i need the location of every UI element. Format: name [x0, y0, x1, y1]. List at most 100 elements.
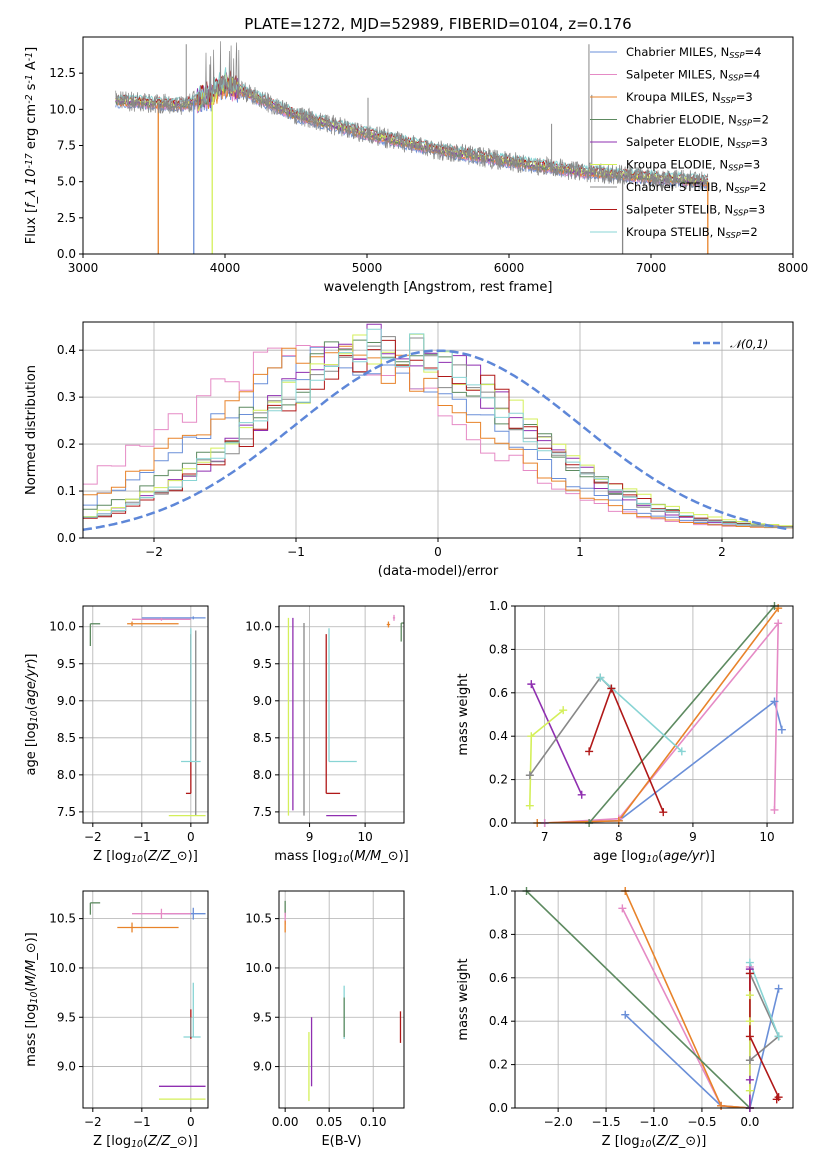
y-tick-label: 10.0: [49, 102, 76, 116]
x-tick-label: 9: [306, 830, 314, 844]
y-tick-label: 9.5: [253, 1010, 272, 1024]
data-point: [185, 634, 192, 795]
y-tick-label: 7.5: [57, 805, 76, 819]
weight-marker: [618, 904, 627, 913]
y-tick-label: 0.8: [489, 927, 508, 941]
weight-marker: [774, 984, 783, 993]
figure-title: PLATE=1272, MJD=52989, FIBERID=0104, z=0…: [244, 15, 631, 33]
x-tick-label: 4000: [210, 261, 241, 275]
weight-marker: [777, 725, 786, 734]
weight-marker: [772, 1095, 781, 1104]
y-tick-label: 0.0: [489, 1101, 508, 1115]
y-tick-label: 1.0: [489, 884, 508, 898]
weight-marker: [525, 801, 534, 810]
legend-label: 𝒩(0,1): [730, 337, 768, 351]
weight-marker: [559, 706, 568, 715]
plot-area-Z-weight: [525, 891, 780, 1108]
axes-frame: [278, 890, 405, 1109]
legend-label: Chabrier ELODIE, NSSP=2: [626, 113, 769, 128]
legend-label: Salpeter MILES, NSSP=4: [626, 68, 760, 83]
weight-line-chabrier-elodie: [525, 891, 751, 1108]
data-point: [132, 617, 191, 621]
x-tick-label: −1: [133, 830, 151, 844]
plot-area-Z-mass: [89, 902, 206, 1100]
y-tick-label: 0.4: [489, 1014, 508, 1028]
x-axis-label: age [log10(age/yr)]: [593, 849, 715, 865]
x-tick-label: 8000: [778, 261, 809, 275]
y-tick-label: 10.0: [49, 961, 76, 975]
weight-marker: [745, 991, 754, 1000]
y-tick-label: 10.0: [245, 961, 272, 975]
y-axis-label: mass [log10(M/M_⊙)]: [24, 932, 40, 1067]
axes-frame: [82, 36, 794, 255]
chart-histogram: −2 −1 0 1 2 0.0 0.1 0.2 0.3 0.4 (data-model)/error…: [24, 321, 794, 579]
weight-marker: [745, 1032, 754, 1041]
plot-area-Z-age: [89, 616, 206, 817]
data-point: [132, 908, 191, 919]
weight-line-kroupa-miles: [624, 891, 750, 1108]
weight-marker: [527, 732, 536, 741]
spectrum-line-chabrier-elodie: [115, 74, 709, 186]
histogram-salpeter-stelib: [83, 339, 793, 528]
data-point: [89, 623, 101, 646]
y-tick-label: 9.5: [253, 657, 272, 671]
x-tick-label: 10: [759, 830, 774, 844]
x-tick-label: 0.0: [740, 1115, 759, 1129]
weight-line-salpeter-miles: [544, 621, 780, 823]
x-tick-label: 10: [357, 830, 372, 844]
data-point: [325, 634, 341, 795]
y-tick-label: 0.4: [57, 343, 76, 357]
spectrum-legend: Chabrier MILES, NSSP=4 Salpeter MILES, NS…: [590, 45, 769, 240]
plot-area-age-weight: [529, 606, 783, 823]
x-tick-label: 0: [187, 830, 195, 844]
weight-marker: [745, 1017, 754, 1026]
legend-label: Chabrier MILES, NSSP=4: [626, 45, 761, 60]
y-tick-label: 0.3: [57, 390, 76, 404]
observed-spectrum: [115, 41, 709, 191]
weight-marker: [527, 680, 536, 689]
x-tick-label: 2: [718, 545, 726, 559]
data-point: [386, 621, 391, 628]
legend-label: Kroupa STELIB, NSSP=2: [626, 225, 758, 240]
histogram-kroupa-stelib: [83, 328, 793, 528]
y-tick-label: 9.5: [57, 1010, 76, 1024]
x-tick-label: −2: [84, 830, 102, 844]
plot-area-histogram: [83, 323, 793, 532]
x-tick-label: −1.0: [639, 1115, 668, 1129]
y-tick-label: 9.0: [253, 1060, 272, 1074]
plot-area-mass-age: [287, 614, 404, 817]
y-tick-label: 0.8: [489, 642, 508, 656]
plot-area-spectrum: [115, 41, 709, 254]
y-tick-label: 10.5: [245, 912, 272, 926]
x-tick-label: 3000: [68, 261, 99, 275]
y-tick-label: 9.0: [57, 694, 76, 708]
y-tick-label: 10.0: [245, 620, 272, 634]
spectrum-line-kroupa-elodie: [115, 70, 708, 184]
chart-Z-mass: −2 −1 0 9.0 9.5 10.0 10.5 Z [log10(Z/Z_⊙)] mass …: [24, 890, 209, 1150]
spectrum-line-salpeter-stelib: [115, 70, 709, 182]
weight-marker: [596, 673, 605, 682]
y-tick-label: 8.5: [253, 731, 272, 745]
weight-line-kroupa-stelib: [599, 677, 683, 752]
y-tick-label: 12.5: [49, 66, 76, 80]
weight-marker: [770, 697, 779, 706]
axes-frame: [514, 605, 794, 824]
chart-mass-age: 9 10 7.5 8.0 8.5 9.0 9.5 10.0 mass [log10(M/M_⊙)…: [245, 605, 409, 865]
y-axis-label: Flux [f_λ 10-17 erg cm-2 s-1 A-1]: [24, 47, 39, 244]
weight-marker: [774, 1032, 783, 1041]
x-tick-label: 5000: [352, 261, 383, 275]
x-axis-label: Z [log10(Z/Z_⊙)]: [93, 849, 198, 865]
weight-marker: [607, 684, 616, 693]
weight-marker: [770, 805, 779, 814]
y-tick-label: 0.0: [57, 247, 76, 261]
data-point: [117, 922, 179, 933]
x-tick-label: −2: [145, 545, 163, 559]
weight-marker: [525, 771, 534, 780]
y-tick-label: 8.0: [57, 768, 76, 782]
weight-marker: [745, 1075, 754, 1084]
x-tick-label: −2: [84, 1115, 102, 1129]
chart-Z-age: −2 −1 0 7.5 8.0 8.5 9.0 9.5 10.0 Z [log10(Z/Z_⊙)]…: [24, 605, 209, 865]
x-tick-label: 6000: [494, 261, 525, 275]
x-axis-label: Z [log10(Z/Z_⊙)]: [602, 1134, 707, 1150]
